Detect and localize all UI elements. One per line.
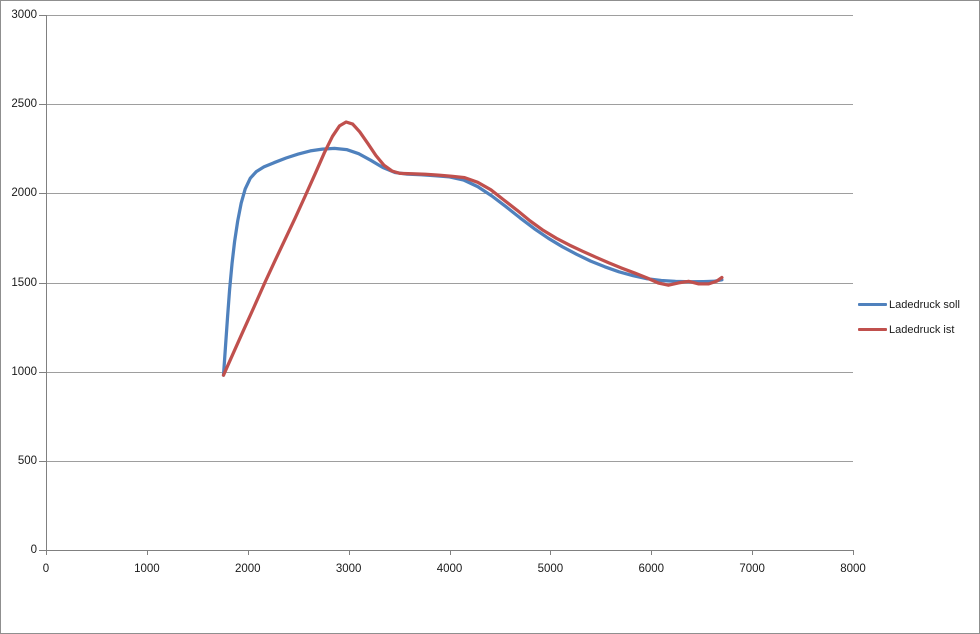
- x-tick-label: 6000: [638, 563, 665, 575]
- x-tick-label: 4000: [436, 563, 463, 575]
- series-line-ladedruck-ist[interactable]: [221, 120, 724, 377]
- legend-item-ladedruck-ist[interactable]: Ladedruck ist: [858, 317, 960, 342]
- y-tick-label: 3000: [11, 9, 37, 21]
- y-tick-label: 2500: [11, 98, 37, 111]
- y-tick-label: 1500: [11, 276, 37, 289]
- legend-item-ladedruck-soll[interactable]: Ladedruck soll: [858, 292, 960, 317]
- y-tick-label: 1000: [11, 365, 37, 378]
- y-tick-label: 2000: [11, 187, 37, 200]
- x-tick-label: 7000: [739, 563, 765, 575]
- legend-label: Ladedruck soll: [889, 298, 960, 311]
- legend-label: Ladedruck ist: [889, 323, 955, 336]
- legend: Ladedruck soll Ladedruck ist: [858, 292, 960, 342]
- x-tick-label: 0: [42, 563, 50, 575]
- x-tick-label: 2000: [234, 563, 261, 575]
- legend-swatch-line: [858, 327, 887, 332]
- x-tick-label: 1000: [134, 563, 160, 575]
- x-tick-label: 5000: [537, 563, 564, 575]
- series-line-ladedruck-soll[interactable]: [221, 146, 724, 377]
- y-tick-label: 500: [17, 454, 37, 467]
- x-tick-label: 3000: [335, 563, 362, 575]
- x-tick-label: 8000: [840, 563, 866, 575]
- legend-swatch-line: [858, 302, 887, 307]
- y-tick-label: 0: [30, 544, 37, 556]
